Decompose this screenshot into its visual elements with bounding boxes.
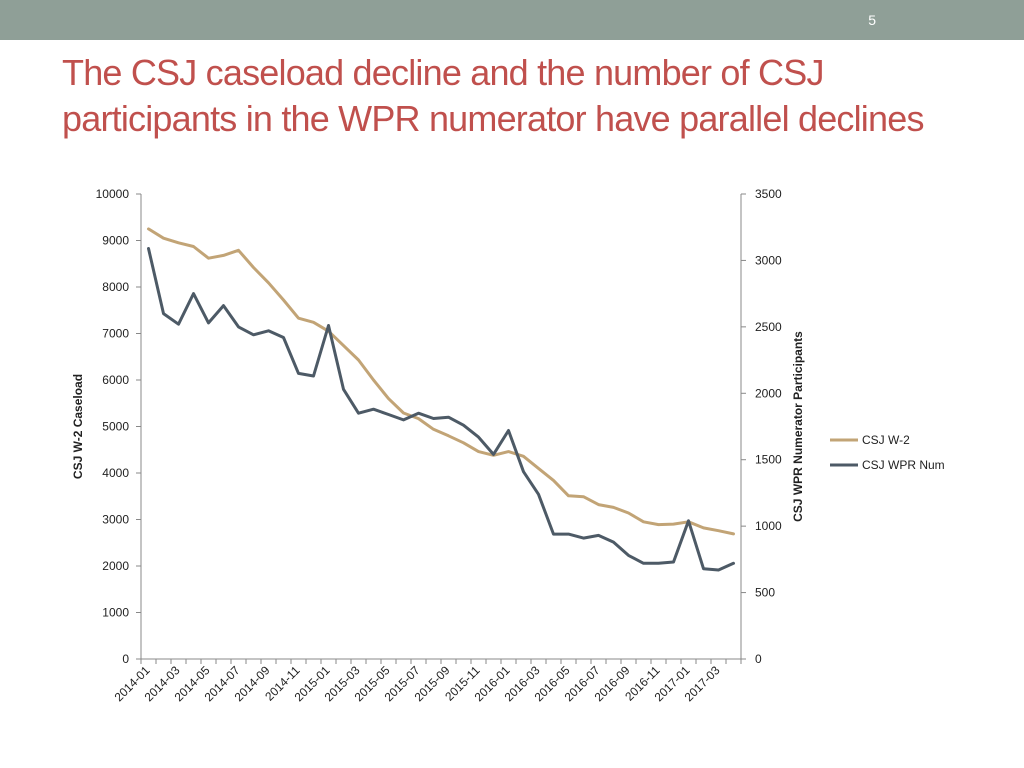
y-left-tick-label: 4000 [102, 466, 129, 480]
y-right-tick-label: 3500 [755, 187, 782, 201]
y-right-tick-label: 1500 [755, 453, 782, 467]
slide-title: The CSJ caseload decline and the number … [62, 52, 924, 139]
y-right-tick-label: 0 [755, 652, 762, 666]
y-right-tick-label: 3000 [755, 253, 782, 267]
y-left-tick-label: 9000 [102, 234, 129, 248]
series-line-csj-wpr-num [147, 247, 735, 572]
y-left-tick-label: 8000 [102, 280, 129, 294]
y-left-tick-label: 3000 [102, 513, 129, 527]
y-right-axis-title: CSJ WPR Numerator Participants [791, 331, 805, 522]
y-right-tick-label: 2000 [755, 386, 782, 400]
y-left-tick-label: 10000 [96, 187, 130, 201]
y-left-tick-label: 5000 [102, 420, 129, 434]
top-bar: 5 [0, 0, 1024, 40]
y-left-tick-label: 2000 [102, 559, 129, 573]
y-left-tick-label: 6000 [102, 373, 129, 387]
legend-label-csj-w2: CSJ W-2 [862, 433, 910, 447]
y-left-tick-label: 1000 [102, 606, 129, 620]
y-right-tick-label: 500 [755, 586, 775, 600]
y-right-tick-label: 1000 [755, 519, 782, 533]
y-left-tick-label: 7000 [102, 327, 129, 341]
legend-label-csj-wpr-num: CSJ WPR Num [862, 458, 945, 472]
y-left-axis-title: CSJ W-2 Caseload [71, 374, 85, 479]
series-line-csj-w2 [147, 227, 735, 536]
slide-number: 5 [868, 12, 876, 28]
y-left-tick-label: 0 [122, 652, 129, 666]
y-right-tick-label: 2500 [755, 320, 782, 334]
